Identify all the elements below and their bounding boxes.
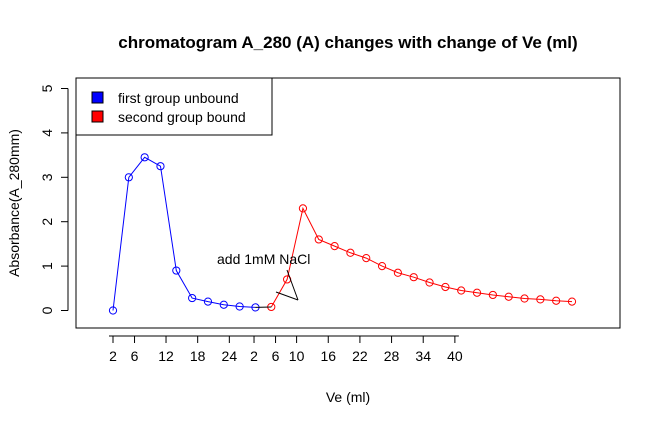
annotation: add 1mM NaCl [217,251,310,301]
data-point [377,262,387,271]
data-point [330,242,339,251]
legend-swatch-1 [91,91,104,104]
x-tick-label: 10 [289,348,305,364]
plot-frame [75,77,621,329]
annotation-arrow-head [275,291,299,301]
x-axis-label: Ve (ml) [326,389,370,405]
data-point [219,300,228,309]
data-point [314,235,323,244]
data-point [457,286,466,295]
x-tick-label: 16 [320,348,336,364]
y-tick-label: 1 [39,262,55,270]
y-tick-label: 4 [39,129,55,137]
y-tick-label: 3 [39,173,55,181]
x-tick-label: 6 [131,348,139,364]
data-point [362,254,371,263]
series-line [112,156,256,311]
y-tick-label: 5 [39,84,55,92]
data-point [441,282,450,292]
data-point [108,306,118,315]
data-point [203,297,213,306]
legend-swatch-2 [91,110,104,123]
annotation-arrow-line [286,269,299,301]
x-tick-label: 18 [190,348,206,364]
x-tick-label: 24 [222,348,238,364]
data-point [172,266,181,275]
y-tick-label: 2 [39,218,55,226]
data-point [393,268,402,277]
data-point [520,294,529,303]
legend: first group unbound second group bound [75,77,273,136]
data-point [124,173,133,182]
y-axis: 0 1 2 3 4 5 [39,84,69,314]
x-tick-label: 6 [272,348,280,364]
x-tick-label: 12 [158,348,174,364]
data-point [567,297,577,306]
data-point [156,162,165,171]
data-point [488,290,497,300]
chart-title: chromatogram A_280 (A) changes with chan… [118,33,577,52]
data-point [346,248,355,257]
series-1 [108,153,260,315]
legend-label-2: second group bound [118,109,246,125]
x-tick-label: 2 [109,348,117,364]
series-line [270,206,573,308]
data-point [298,204,308,213]
series-2 [267,204,577,312]
series-layer [108,153,577,315]
legend-box [75,77,273,136]
x-tick-label: 40 [447,348,463,364]
data-point [235,302,244,311]
y-axis-label: Absorbance(A_280mm) [6,129,22,277]
x-tick-label: 28 [384,348,400,364]
annotation-label: add 1mM NaCl [217,251,310,267]
data-point [409,273,418,282]
x-axis: 2 6 12 18 24 2 6 10 16 22 28 34 40 [109,335,463,364]
x-tick-label: 2 [250,348,258,364]
x-tick-label: 22 [352,348,368,364]
data-point [140,153,149,162]
data-point [472,288,482,297]
legend-label-1: first group unbound [118,90,239,106]
data-point [552,296,561,305]
data-point [425,278,434,287]
data-point [188,293,197,303]
data-point [536,295,545,304]
y-tick-label: 0 [39,306,55,314]
data-point [504,292,513,301]
x-tick-label: 34 [415,348,431,364]
